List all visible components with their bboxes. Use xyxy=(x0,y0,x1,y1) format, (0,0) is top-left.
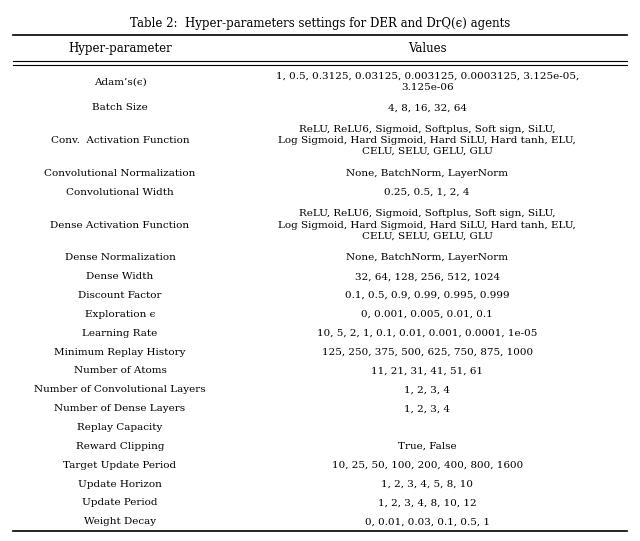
Text: Table 2:  Hyper-parameters settings for DER and DrQ(ϵ) agents: Table 2: Hyper-parameters settings for D… xyxy=(130,17,510,30)
Text: Batch Size: Batch Size xyxy=(92,103,148,112)
Text: None, BatchNorm, LayerNorm: None, BatchNorm, LayerNorm xyxy=(346,169,508,178)
Text: Update Period: Update Period xyxy=(83,498,157,507)
Text: Reward Clipping: Reward Clipping xyxy=(76,442,164,451)
Text: 1, 0.5, 0.3125, 0.03125, 0.003125, 0.0003125, 3.125e-05,
3.125e-06: 1, 0.5, 0.3125, 0.03125, 0.003125, 0.000… xyxy=(276,72,579,92)
Text: 1, 2, 3, 4: 1, 2, 3, 4 xyxy=(404,404,450,413)
Text: Exploration ϵ: Exploration ϵ xyxy=(85,310,155,319)
Text: Hyper-parameter: Hyper-parameter xyxy=(68,42,172,55)
Text: 32, 64, 128, 256, 512, 1024: 32, 64, 128, 256, 512, 1024 xyxy=(355,272,500,281)
Text: ReLU, ReLU6, Sigmoid, Softplus, Soft sign, SiLU,
Log Sigmoid, Hard Sigmoid, Hard: ReLU, ReLU6, Sigmoid, Softplus, Soft sig… xyxy=(278,209,576,241)
Text: Adam’s(ϵ): Adam’s(ϵ) xyxy=(93,77,147,87)
Text: Number of Dense Layers: Number of Dense Layers xyxy=(54,404,186,413)
Text: 0, 0.001, 0.005, 0.01, 0.1: 0, 0.001, 0.005, 0.01, 0.1 xyxy=(362,310,493,319)
Text: Convolutional Width: Convolutional Width xyxy=(66,188,174,197)
Text: None, BatchNorm, LayerNorm: None, BatchNorm, LayerNorm xyxy=(346,253,508,262)
Text: ReLU, ReLU6, Sigmoid, Softplus, Soft sign, SiLU,
Log Sigmoid, Hard Sigmoid, Hard: ReLU, ReLU6, Sigmoid, Softplus, Soft sig… xyxy=(278,125,576,156)
Text: Dense Activation Function: Dense Activation Function xyxy=(51,221,189,229)
Text: 1, 2, 3, 4, 8, 10, 12: 1, 2, 3, 4, 8, 10, 12 xyxy=(378,498,477,507)
Text: Minimum Replay History: Minimum Replay History xyxy=(54,348,186,357)
Text: 10, 25, 50, 100, 200, 400, 800, 1600: 10, 25, 50, 100, 200, 400, 800, 1600 xyxy=(332,461,523,470)
Text: Learning Rate: Learning Rate xyxy=(83,329,157,338)
Text: True, False: True, False xyxy=(398,442,456,451)
Text: Dense Width: Dense Width xyxy=(86,272,154,281)
Text: Update Horizon: Update Horizon xyxy=(78,480,162,489)
Text: 10, 5, 2, 1, 0.1, 0.01, 0.001, 0.0001, 1e-05: 10, 5, 2, 1, 0.1, 0.01, 0.001, 0.0001, 1… xyxy=(317,329,538,338)
Text: 11, 21, 31, 41, 51, 61: 11, 21, 31, 41, 51, 61 xyxy=(371,366,483,375)
Text: 1, 2, 3, 4, 5, 8, 10: 1, 2, 3, 4, 5, 8, 10 xyxy=(381,480,473,489)
Text: Convolutional Normalization: Convolutional Normalization xyxy=(44,169,196,178)
Text: Conv.  Activation Function: Conv. Activation Function xyxy=(51,136,189,145)
Text: 0.25, 0.5, 1, 2, 4: 0.25, 0.5, 1, 2, 4 xyxy=(385,188,470,197)
Text: Replay Capacity: Replay Capacity xyxy=(77,423,163,432)
Text: Number of Convolutional Layers: Number of Convolutional Layers xyxy=(34,385,206,394)
Text: Number of Atoms: Number of Atoms xyxy=(74,366,166,375)
Text: Discount Factor: Discount Factor xyxy=(78,291,162,300)
Text: 0, 0.01, 0.03, 0.1, 0.5, 1: 0, 0.01, 0.03, 0.1, 0.5, 1 xyxy=(365,517,490,526)
Text: 0.1, 0.5, 0.9, 0.99, 0.995, 0.999: 0.1, 0.5, 0.9, 0.99, 0.995, 0.999 xyxy=(345,291,509,300)
Text: Weight Decay: Weight Decay xyxy=(84,517,156,526)
Text: 4, 8, 16, 32, 64: 4, 8, 16, 32, 64 xyxy=(388,103,467,112)
Text: Dense Normalization: Dense Normalization xyxy=(65,253,175,262)
Text: Values: Values xyxy=(408,42,447,55)
Text: Target Update Period: Target Update Period xyxy=(63,461,177,470)
Text: 125, 250, 375, 500, 625, 750, 875, 1000: 125, 250, 375, 500, 625, 750, 875, 1000 xyxy=(322,348,532,357)
Text: 1, 2, 3, 4: 1, 2, 3, 4 xyxy=(404,385,450,394)
